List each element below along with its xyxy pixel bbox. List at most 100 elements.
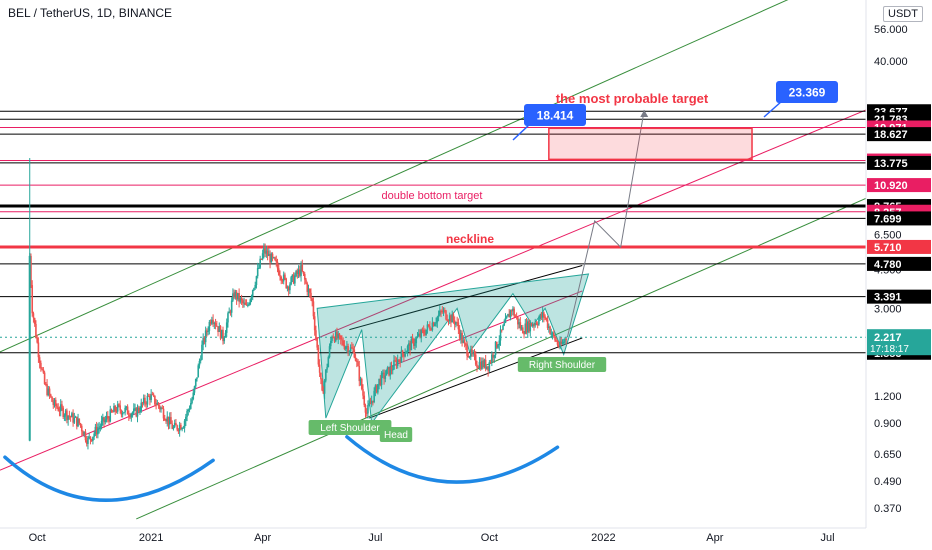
candle-body: [545, 318, 548, 320]
candle-body: [135, 408, 138, 417]
candle-body: [165, 420, 167, 422]
candle-body: [157, 402, 160, 407]
candle-body: [82, 431, 84, 435]
candle-body: [440, 310, 442, 312]
candle-body: [235, 291, 238, 300]
candle-body: [142, 397, 145, 404]
candle-body: [360, 378, 363, 390]
candle-body: [115, 411, 118, 413]
candle-body: [61, 404, 63, 408]
candle-body: [431, 322, 434, 330]
callout-23-369-pointer: [763, 100, 783, 118]
candle-body: [80, 425, 83, 432]
x-tick-label-5: 2022: [591, 532, 615, 544]
candle-body: [89, 436, 92, 440]
candle-body: [468, 356, 471, 358]
candle-body: [327, 357, 330, 368]
candle-body: [206, 330, 208, 332]
candle-body: [378, 378, 380, 385]
candle-body: [134, 408, 136, 410]
candle-body: [354, 357, 357, 361]
candle-body: [417, 333, 420, 337]
candle-body: [216, 325, 218, 327]
candle-body: [453, 320, 456, 325]
candle-body: [99, 426, 102, 428]
candle-body: [389, 366, 392, 376]
candle-body: [64, 410, 67, 416]
candle-body: [510, 310, 513, 312]
candle-body: [493, 355, 496, 358]
currency-badge[interactable]: USDT: [883, 6, 923, 22]
candle-body: [410, 338, 413, 351]
candle-body: [253, 288, 255, 291]
y-tick-label-7: 6.500: [874, 230, 902, 242]
candle-body: [384, 375, 387, 379]
candle-body: [308, 288, 311, 293]
candle-body: [466, 345, 468, 356]
level-price-label-12: 3.391: [874, 292, 902, 304]
candle-body: [315, 330, 317, 339]
neckline-label: neckline: [446, 232, 494, 246]
left-shoulder-label-bg: [308, 420, 392, 435]
wedge-lower-line: [369, 337, 583, 419]
candle-body: [509, 310, 512, 318]
candle-body: [349, 347, 352, 352]
candle-body: [162, 408, 165, 419]
candle-body: [353, 349, 356, 358]
candle-body: [159, 406, 161, 410]
candle-body: [507, 314, 509, 317]
candle-body: [302, 271, 305, 275]
candle-body: [372, 400, 374, 403]
x-tick-label-7: Jul: [821, 532, 835, 544]
candle-body: [405, 351, 408, 354]
candle-body: [377, 384, 379, 393]
candle-body: [498, 340, 501, 346]
candle-body: [149, 395, 151, 400]
double-bottom-arc: [3, 455, 215, 502]
candle-body: [383, 372, 385, 379]
level-price-tag-11: [867, 256, 931, 271]
candle-body: [56, 405, 58, 408]
candle-body: [462, 340, 465, 343]
candle-body: [37, 342, 40, 358]
candle-body: [375, 385, 378, 393]
candle-body: [336, 331, 338, 339]
candle-body: [465, 343, 467, 346]
candle-body: [549, 326, 551, 335]
candle-body: [100, 420, 103, 427]
countdown-label: 17:18:17: [870, 344, 909, 355]
candle-body: [63, 415, 66, 417]
candle-body: [461, 332, 463, 343]
candle-body: [170, 417, 172, 424]
candle-body: [551, 332, 554, 334]
candle-body: [87, 437, 89, 444]
candle-body: [160, 407, 162, 410]
candle-body: [30, 255, 32, 286]
candle-body: [386, 367, 389, 370]
candle-body: [68, 415, 71, 417]
candle-body: [492, 354, 494, 358]
candle-body: [358, 366, 361, 382]
candle-body: [85, 440, 88, 444]
y-tick-label-5: 3.000: [874, 303, 902, 315]
candle-body: [409, 343, 411, 351]
candle-body: [163, 418, 166, 421]
target-zone-box: [548, 127, 753, 161]
candle-body: [97, 428, 99, 435]
candle-body: [494, 341, 497, 356]
candle-body: [192, 392, 195, 400]
candle-body: [292, 274, 295, 284]
candle-body: [182, 427, 185, 429]
callout-18-414: 18.414: [537, 109, 574, 123]
candle-body: [399, 360, 401, 363]
candle-body: [232, 293, 234, 301]
plot-layer: [0, 0, 866, 520]
candle-body: [125, 406, 128, 408]
candle-body: [277, 268, 280, 275]
candle-body: [331, 336, 333, 341]
candle-body: [62, 407, 64, 417]
level-price-label-5: 13.775: [874, 158, 908, 170]
candle-body: [189, 403, 192, 409]
